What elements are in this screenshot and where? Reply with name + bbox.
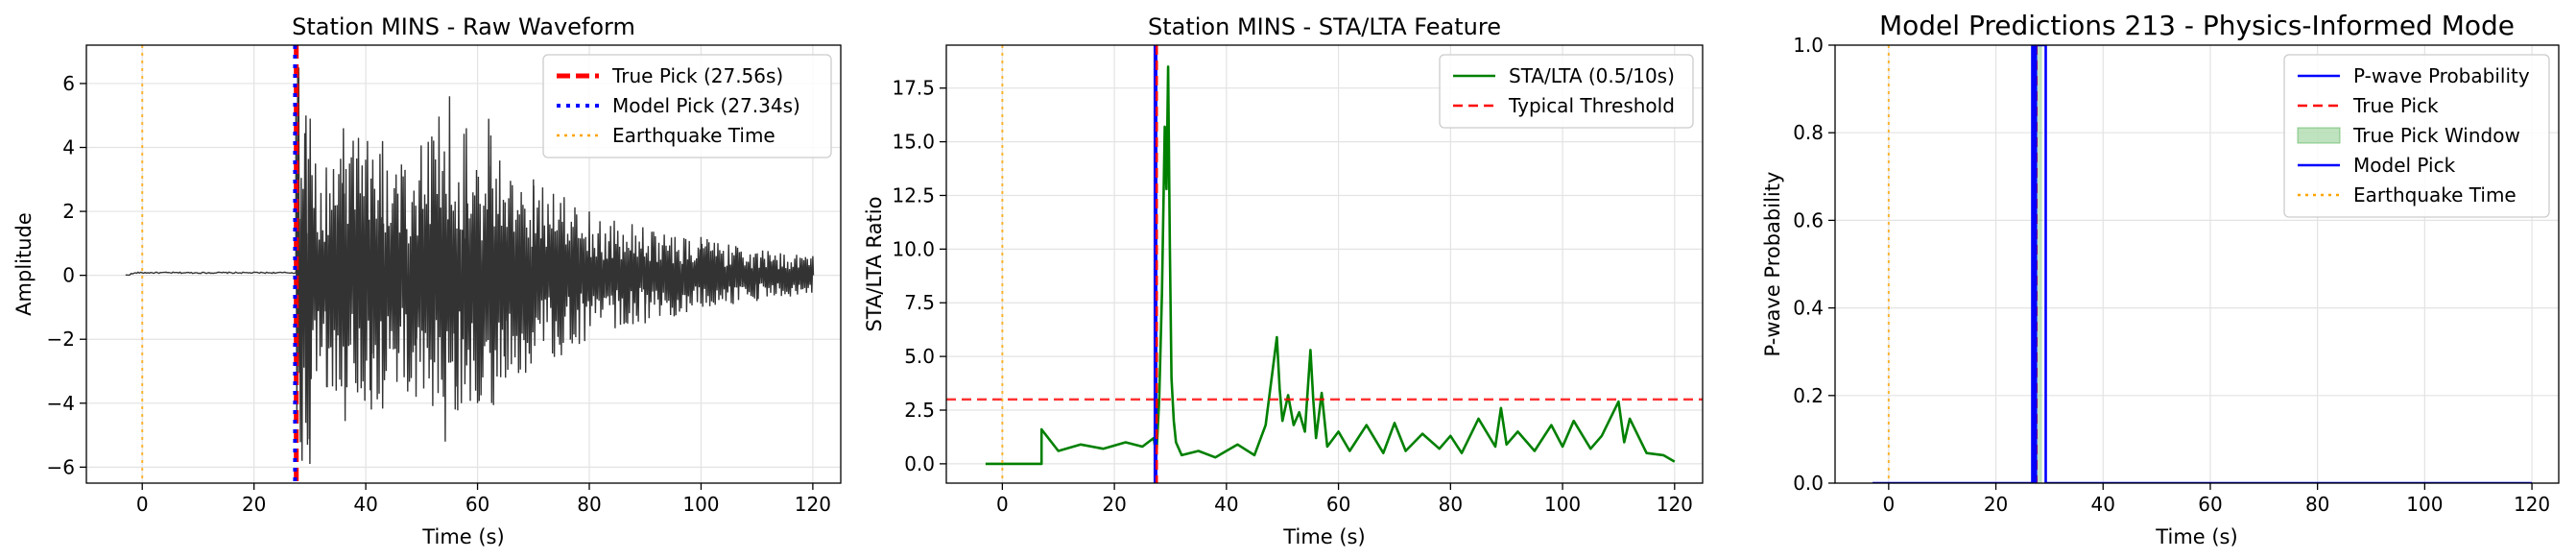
x-tick-label: 120: [2514, 493, 2550, 516]
chart-title: Station MINS - STA/LTA Feature: [1148, 13, 1501, 40]
x-tick-label: 40: [2091, 493, 2115, 516]
x-axis-label: Time (s): [421, 525, 504, 548]
legend-box: [542, 54, 832, 158]
y-tick-label: 0.4: [1793, 297, 1824, 320]
y-tick-label: 2.5: [904, 399, 935, 422]
y-tick-label: 5.0: [904, 345, 935, 368]
legend-label: STA/LTA (0.5/10s): [1509, 64, 1675, 87]
y-tick-label: −6: [47, 455, 75, 478]
y-axis-label: Amplitude: [12, 212, 36, 316]
legend-label: True Pick Window: [2352, 124, 2520, 147]
y-tick-label: 6: [62, 72, 75, 95]
legend-label: Model Pick (27.34s): [612, 94, 800, 117]
x-tick-label: 40: [353, 493, 377, 516]
axes-frame: [945, 44, 1704, 484]
x-tick-label: 0: [136, 493, 149, 516]
legend-label: Model Pick: [2353, 154, 2456, 177]
x-tick-label: 100: [1544, 493, 1581, 516]
legend: STA/LTA (0.5/10s) Typical Threshold: [1439, 54, 1694, 129]
x-tick-label: 100: [682, 493, 719, 516]
legend: True Pick (27.56s) Model Pick (27.34s) Ear…: [542, 54, 832, 158]
plot-area: [946, 45, 1703, 483]
x-tick-label: 20: [242, 493, 266, 516]
x-axis-label: Time (s): [1282, 525, 1365, 548]
y-tick-label: 0.6: [1793, 208, 1824, 231]
legend-label: Typical Threshold: [1508, 94, 1675, 117]
y-tick-label: 1.0: [1793, 34, 1824, 57]
chart-title: Model Predictions 213 - Physics-Informed…: [1879, 10, 2515, 41]
x-tick-label: 20: [1984, 493, 2008, 516]
x-tick-label: 80: [1439, 493, 1463, 516]
x-tick-label: 120: [1657, 493, 1693, 516]
waveform-line: [125, 67, 815, 465]
x-tick-label: 60: [1326, 493, 1350, 516]
legend-box: [2283, 54, 2550, 218]
legend-box: [1439, 54, 1694, 129]
x-tick-label: 60: [465, 493, 489, 516]
legend-label: True Pick (27.56s): [611, 64, 783, 87]
plot-area: [125, 45, 815, 483]
x-tick-label: 100: [2406, 493, 2443, 516]
x-tick-label: 20: [1102, 493, 1126, 516]
x-tick-label: 80: [2305, 493, 2329, 516]
legend: P-wave Probability True Pick True Pick Win…: [2283, 54, 2550, 218]
y-tick-label: 17.5: [892, 77, 935, 100]
y-tick-label: 15.0: [892, 131, 935, 154]
axes-frame: [85, 44, 842, 484]
y-tick-label: 0.8: [1793, 121, 1824, 144]
y-tick-label: 0.0: [1793, 472, 1824, 495]
y-tick-label: 0.0: [904, 452, 935, 475]
chart-title: Station MINS - Raw Waveform: [292, 13, 635, 40]
legend-label: True Pick: [2352, 94, 2439, 117]
x-tick-label: 120: [795, 493, 831, 516]
series-line-1: [985, 65, 1676, 466]
y-tick-label: 0: [62, 264, 75, 287]
y-tick-label: 7.5: [904, 291, 935, 314]
chart-panel-1: 0 20 40 60 80 100 120 −6 −4 −2 0 2 4 6 Station MINS - …: [12, 13, 842, 548]
x-axis-label: Time (s): [2155, 525, 2237, 548]
chart-panel-3: 0 20 40 60 80 100 120 0.0 0.2 0.4 0.6 0.8 1.0 Model P…: [1761, 10, 2560, 548]
legend-label: P-wave Probability: [2353, 64, 2530, 87]
plot-area: [1872, 45, 2533, 483]
x-tick-label: 40: [1214, 493, 1238, 516]
legend-label: Earthquake Time: [612, 124, 775, 147]
chart-panel-2: 0 20 40 60 80 100 120 0.0 2.5 5.0 7.5 10.0 12.5 15.0 1…: [863, 13, 1704, 548]
x-tick-label: 80: [577, 493, 601, 516]
y-axis-label: P-wave Probability: [1761, 172, 1784, 357]
x-tick-label: 60: [2198, 493, 2222, 516]
y-axis-label: STA/LTA Ratio: [863, 197, 886, 332]
legend-swatch: [2297, 127, 2341, 144]
x-tick-label: 0: [1882, 493, 1895, 516]
axes-frame: [1834, 44, 2560, 484]
legend-label: Earthquake Time: [2353, 183, 2516, 207]
y-tick-label: −2: [47, 328, 75, 351]
y-tick-label: 0.2: [1793, 384, 1824, 407]
y-tick-label: 10.0: [892, 237, 935, 260]
y-tick-label: −4: [47, 392, 75, 415]
y-tick-label: 4: [62, 136, 75, 159]
x-tick-label: 0: [996, 493, 1009, 516]
y-tick-label: 2: [62, 200, 75, 223]
y-tick-label: 12.5: [892, 183, 935, 207]
